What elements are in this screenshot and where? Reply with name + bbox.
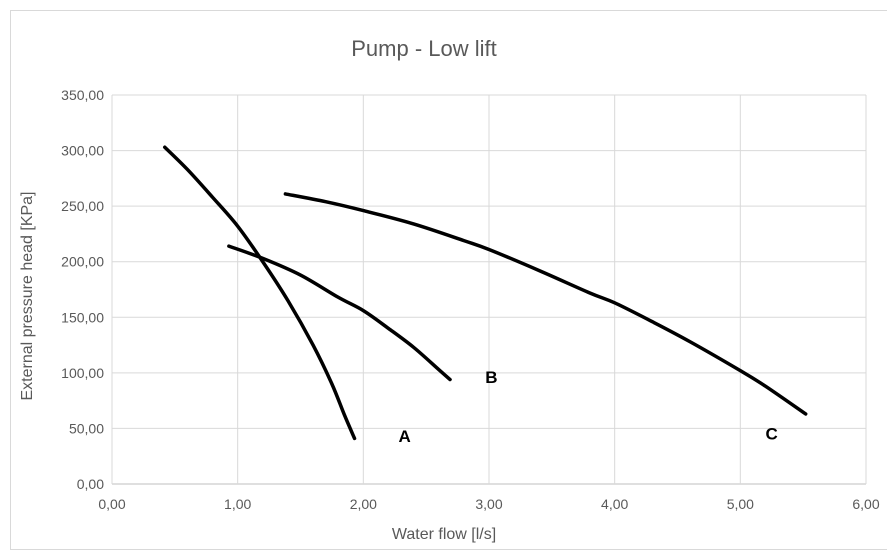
series-label-a: A: [399, 427, 411, 446]
series-label-c: C: [765, 425, 777, 444]
tick-labels: 0,00 50,00 100,00 150,00 200,00 250,00 300,00 3…: [61, 87, 880, 512]
y-tick-label: 50,00: [69, 420, 104, 436]
pump-chart: Pump - Low lift Water flow [l/s] Externa…: [19, 36, 880, 543]
x-tick-label: 4,00: [601, 496, 628, 512]
x-tick-label: 1,00: [224, 496, 251, 512]
y-tick-label: 200,00: [61, 254, 104, 270]
grid: [111, 94, 867, 485]
series-label-b: B: [485, 368, 497, 387]
x-axis-label: Water flow [l/s]: [392, 526, 496, 543]
x-tick-label: 0,00: [98, 496, 125, 512]
y-tick-label: 100,00: [61, 365, 104, 381]
series-lines: [163, 145, 808, 441]
y-tick-label: 150,00: [61, 309, 104, 325]
series-annotations: A B C: [399, 368, 778, 446]
series-line-a: [163, 145, 357, 441]
y-tick-label: 250,00: [61, 198, 104, 214]
y-tick-label: 350,00: [61, 87, 104, 103]
y-tick-label: 300,00: [61, 143, 104, 159]
x-tick-label: 5,00: [727, 496, 754, 512]
chart-frame: Pump - Low lift Water flow [l/s] Externa…: [10, 10, 887, 550]
y-axis-label: External pressure head [KPa]: [19, 191, 36, 400]
x-tick-label: 3,00: [475, 496, 502, 512]
y-tick-label: 0,00: [77, 476, 104, 492]
series-line-b: [227, 244, 452, 382]
x-tick-label: 6,00: [852, 496, 879, 512]
x-tick-label: 2,00: [350, 496, 377, 512]
chart-title: Pump - Low lift: [351, 36, 497, 61]
series-line-c: [283, 192, 808, 416]
